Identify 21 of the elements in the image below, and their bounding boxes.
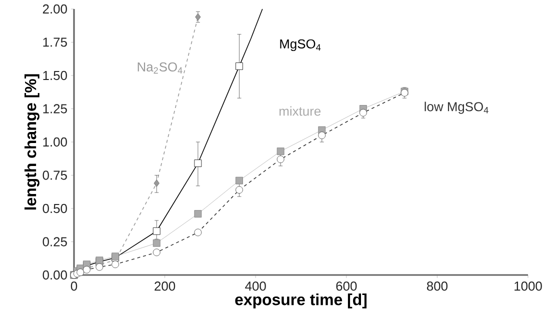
y-tick-label: 1.50 — [43, 70, 67, 80]
x-tick-label: 600 — [336, 282, 357, 291]
x-tick-label: 1000 — [514, 282, 542, 291]
y-tick-label: 1.00 — [43, 137, 67, 147]
y-tick-label: 0.25 — [42, 237, 67, 246]
series-label: Na$_{2}$SO$_{4}$ — [138, 62, 182, 74]
text: MgSO$_{4}$ — [280, 39, 321, 52]
y-tick-label: 1.75 — [43, 38, 67, 47]
y-axis-title: length change [%] — [24, 74, 40, 210]
y-tick-label: 2.00 — [42, 4, 67, 14]
y-tick-label: 0.50 — [42, 204, 67, 214]
series-label: mixture — [280, 106, 321, 116]
x-tick-label: 0 — [70, 282, 78, 291]
x-axis-title: exposure time [d] — [235, 294, 367, 308]
x-tick-label: 200 — [154, 282, 176, 291]
x-tick-label: 400 — [245, 282, 266, 291]
y-tick-label: 1.25 — [43, 104, 67, 114]
y-tick-label: 0.00 — [42, 270, 67, 280]
series-label: low MgSO$_{4}$ — [424, 102, 488, 114]
y-tick-label: 0.75 — [42, 170, 67, 180]
x-tick-label: 800 — [426, 282, 448, 291]
